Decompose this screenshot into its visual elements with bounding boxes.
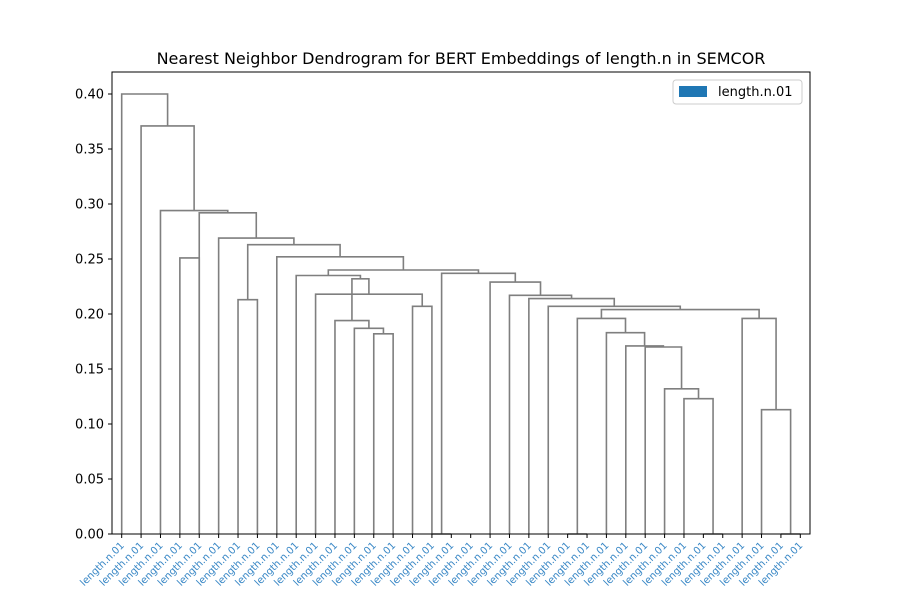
dendrogram-link: [683, 397, 714, 534]
dendrogram-link: [353, 327, 385, 534]
dendrogram-link: [140, 125, 195, 534]
dendrogram-link: [179, 257, 201, 534]
dendrogram-link: [246, 243, 341, 300]
dendrogram-link: [644, 346, 683, 534]
y-tick-label: 0.05: [75, 473, 104, 488]
dendrogram-link: [576, 317, 627, 534]
dendrogram-link: [351, 278, 370, 321]
dendrogram-link: [760, 408, 792, 534]
dendrogram-link: [372, 333, 394, 534]
dendrogram-link: [120, 93, 169, 534]
dendrogram-link: [217, 237, 295, 534]
y-tick-label: 0.35: [75, 143, 104, 158]
y-tick-label: 0.30: [75, 198, 104, 213]
legend-label: length.n.01: [718, 85, 792, 100]
y-tick-label: 0.40: [75, 88, 104, 103]
y-tick-label: 0.00: [75, 528, 104, 543]
y-tick-label: 0.25: [75, 253, 104, 268]
x-axis: length.n.01length.n.01length.n.01length.…: [79, 534, 805, 589]
dendrogram-link: [159, 209, 229, 534]
dendrogram-link: [508, 294, 573, 534]
dendrogram-link: [663, 388, 700, 534]
dendrogram-link: [741, 317, 777, 534]
dendrogram-link: [489, 281, 542, 534]
dendrogram-link: [547, 305, 682, 534]
y-tick-label: 0.15: [75, 363, 104, 378]
dendrogram-link: [440, 272, 517, 534]
dendrogram-link: [334, 319, 370, 534]
y-tick-label: 0.10: [75, 418, 104, 433]
plot-area-frame: [111, 71, 811, 535]
dendrogram-link: [528, 297, 616, 534]
y-tick-label: 0.20: [75, 308, 104, 323]
legend: length.n.01: [672, 79, 803, 105]
dendrogram-link: [237, 298, 259, 534]
legend-swatch: [679, 86, 707, 97]
chart-title: Nearest Neighbor Dendrogram for BERT Emb…: [157, 49, 766, 68]
y-axis: 0.00 0.05 0.10 0.15 0.20 0.25 0.30 0.35 0.40: [75, 88, 112, 543]
dendrogram-link: [600, 308, 760, 319]
dendrogram-link: [295, 274, 362, 534]
dendrogram-link: [411, 305, 433, 534]
dendrogram-links: [120, 93, 801, 535]
dendrogram-link: [314, 293, 424, 534]
